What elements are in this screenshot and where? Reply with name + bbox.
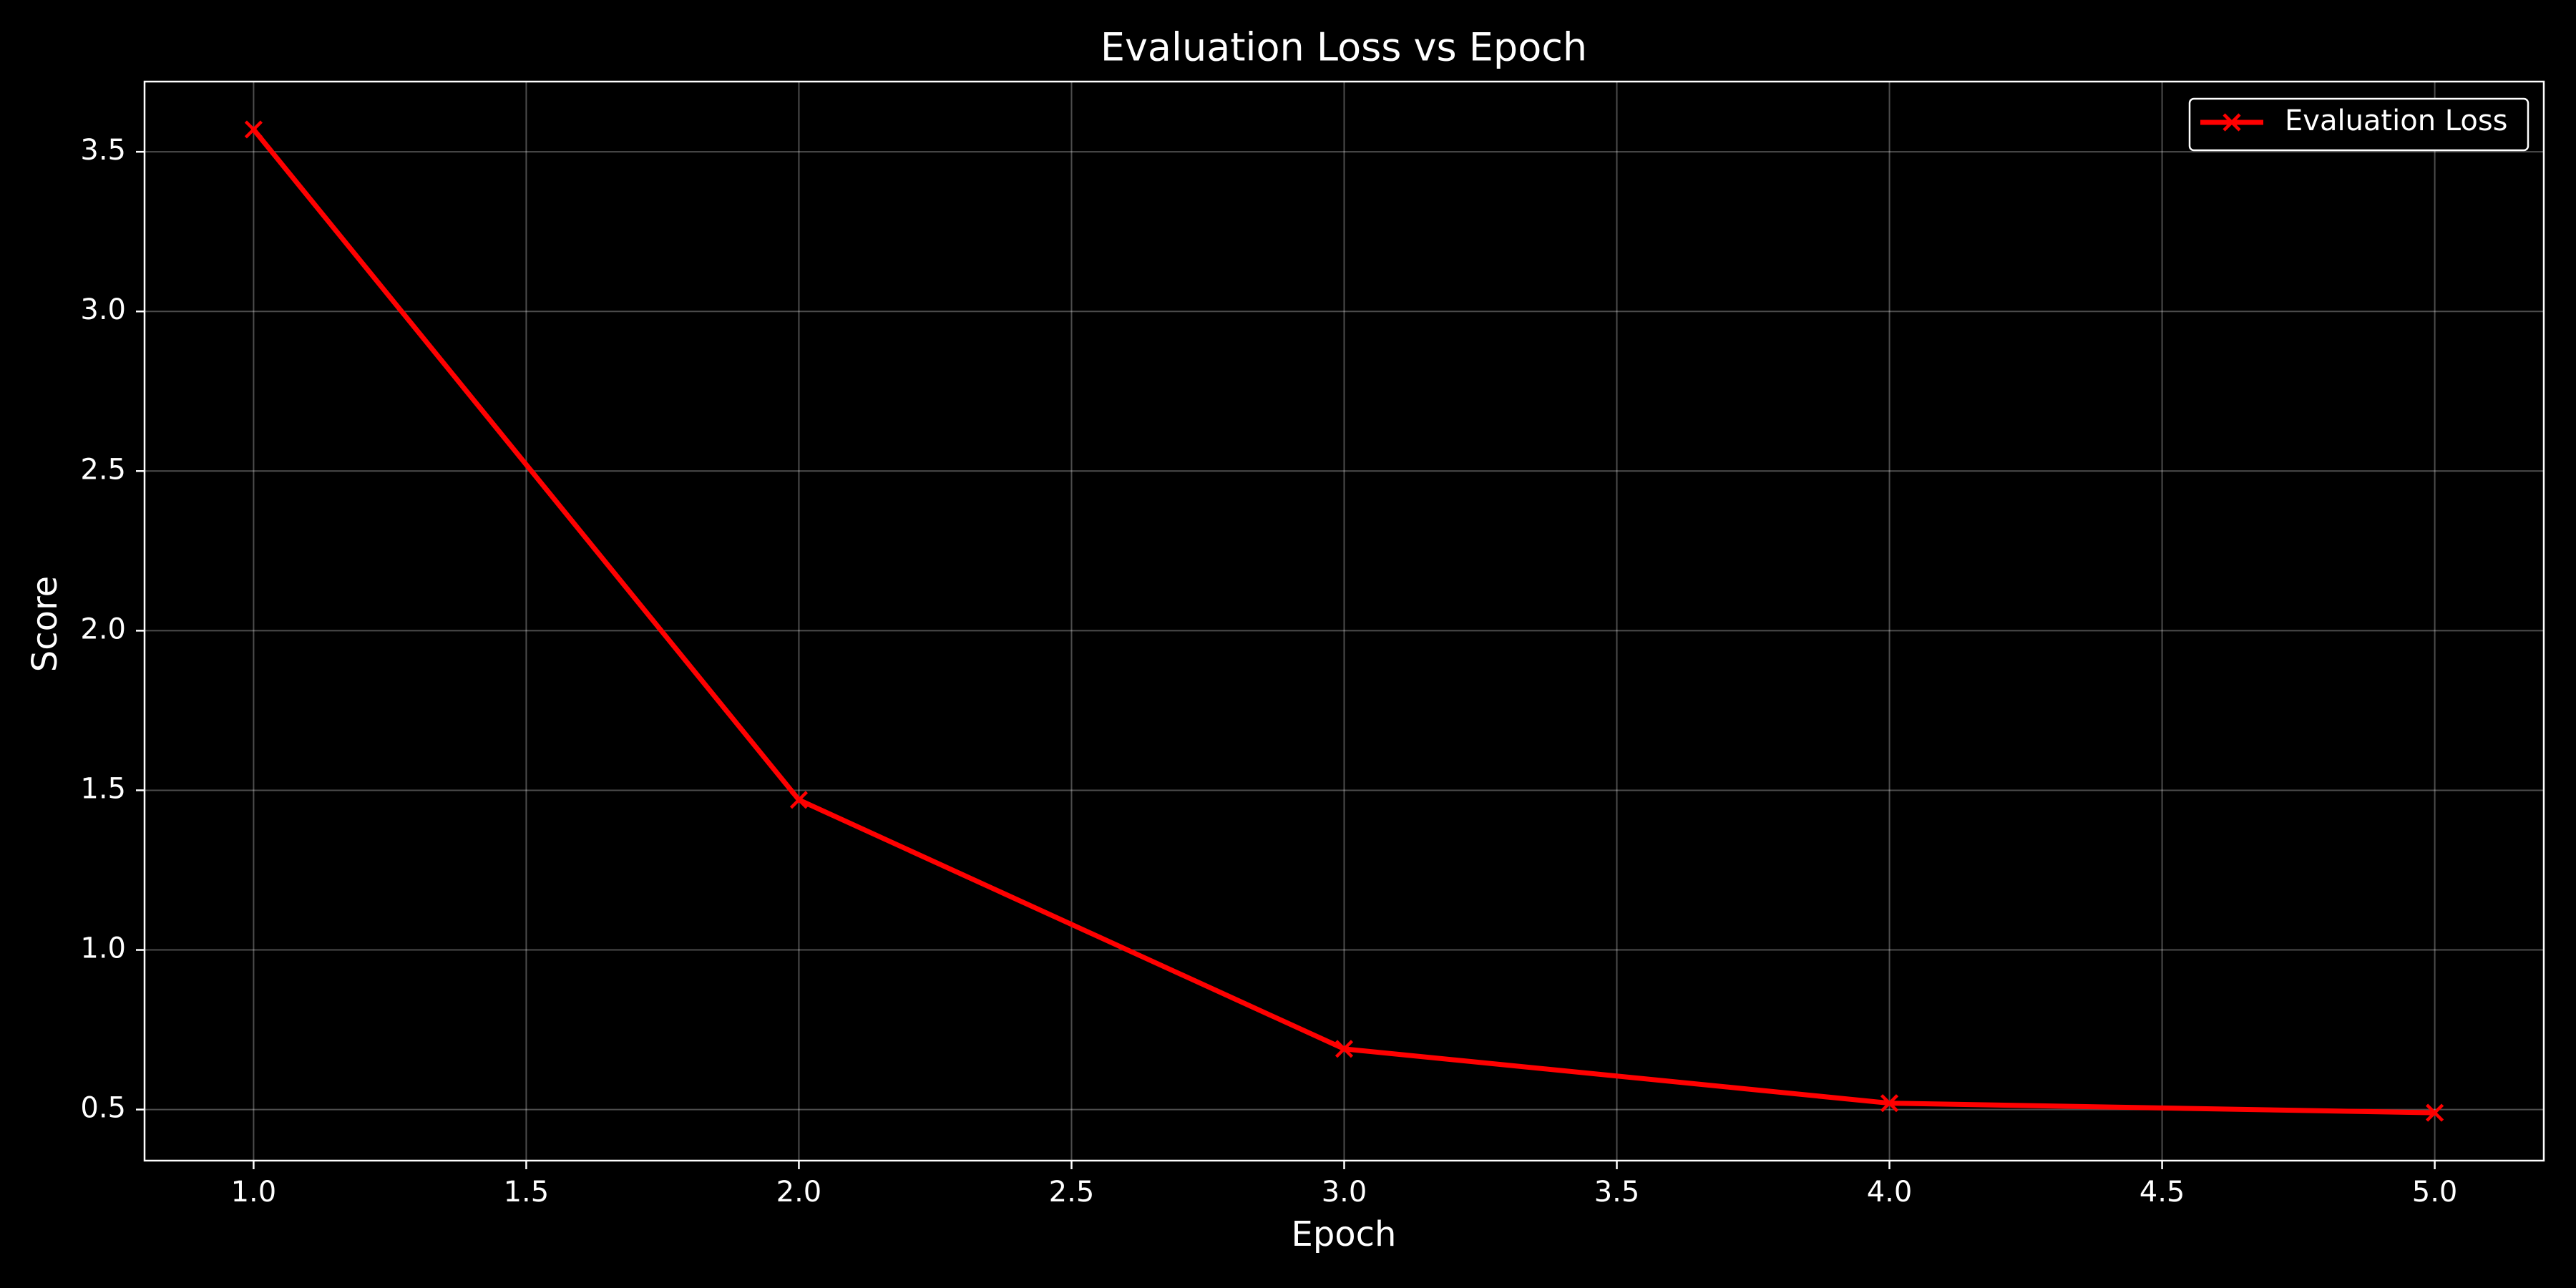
y-tick-label: 1.5 xyxy=(80,772,126,805)
chart-title: Evaluation Loss vs Epoch xyxy=(1101,25,1587,70)
data-point-marker xyxy=(244,120,263,139)
x-axis-ticks: 1.0 1.5 2.0 2.5 3.0 3.5 4.0 4.5 5.0 xyxy=(231,1161,2458,1209)
x-tick-label: 1.5 xyxy=(504,1176,550,1209)
y-axis-label: Score xyxy=(25,576,65,672)
y-tick-label: 3.0 xyxy=(80,293,126,326)
y-tick-label: 2.5 xyxy=(80,453,126,486)
x-tick-label: 3.0 xyxy=(1322,1176,1367,1209)
y-tick-label: 3.5 xyxy=(80,134,126,167)
legend: Evaluation Loss xyxy=(2188,97,2529,152)
x-tick-label: 1.0 xyxy=(231,1176,277,1209)
x-axis-label: Epoch xyxy=(1292,1214,1397,1254)
x-tick-label: 4.0 xyxy=(1867,1176,1913,1209)
y-tick-label: 2.0 xyxy=(80,613,126,645)
x-tick-label: 2.0 xyxy=(776,1176,822,1209)
x-tick-label: 2.5 xyxy=(1049,1176,1095,1209)
data-point-marker xyxy=(2425,1103,2444,1122)
series-layer xyxy=(244,120,2444,1122)
legend-x-marker xyxy=(2223,113,2241,132)
data-point-marker xyxy=(789,791,809,809)
x-tick-label: 4.5 xyxy=(2140,1176,2185,1209)
data-point-marker xyxy=(1880,1094,1899,1113)
legend-label: Evaluation Loss xyxy=(2285,104,2508,137)
x-tick-label: 3.5 xyxy=(1594,1176,1640,1209)
x-tick-label: 5.0 xyxy=(2412,1176,2458,1209)
data-point-marker xyxy=(1335,1040,1354,1058)
y-axis-ticks: 0.5 1.0 1.5 2.0 2.5 3.0 3.5 xyxy=(80,134,145,1125)
legend-box xyxy=(2188,97,2529,152)
y-tick-label: 0.5 xyxy=(80,1092,126,1125)
y-tick-label: 1.0 xyxy=(80,932,126,965)
